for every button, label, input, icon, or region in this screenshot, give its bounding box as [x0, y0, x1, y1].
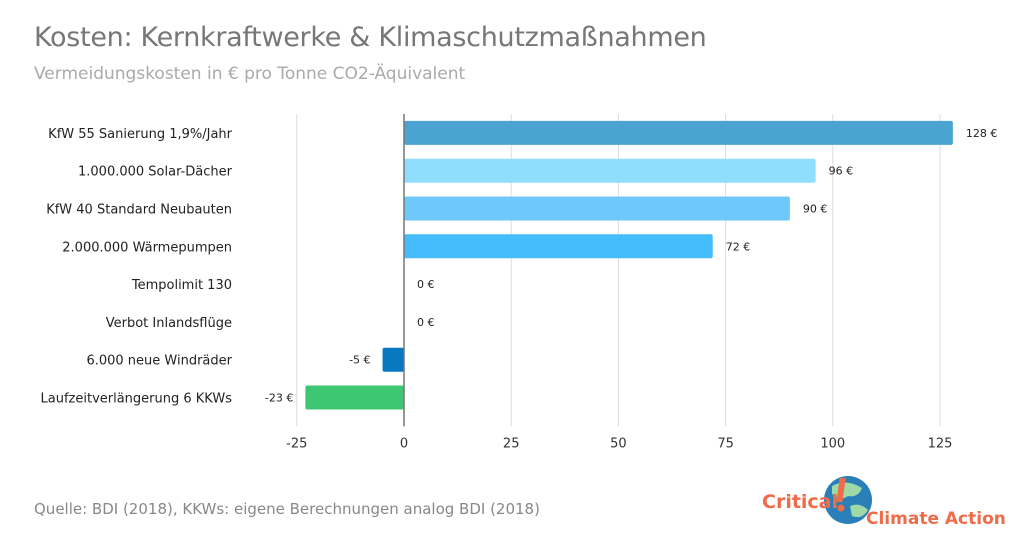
x-tick-label: -25 [286, 436, 307, 451]
category-label: 6.000 neue Windräder [86, 354, 232, 369]
x-tick-label: 25 [503, 436, 520, 451]
chart-subtitle: Vermeidungskosten in € pro Tonne CO2-Äqu… [34, 64, 466, 84]
category-label: Verbot Inlandsflüge [106, 316, 232, 331]
critical-climate-action-logo: Critical Climate Action [762, 476, 1006, 528]
bar [404, 234, 713, 259]
data-label: 0 € [417, 278, 435, 291]
data-label: 72 € [726, 240, 751, 253]
bar [404, 158, 816, 183]
chart-title: Kosten: Kernkraftwerke & Klimaschutzmaßn… [34, 22, 707, 53]
x-tick-label: 0 [400, 436, 408, 451]
source-note: Quelle: BDI (2018), KKWs: eigene Berechn… [34, 500, 540, 518]
bar [404, 196, 790, 221]
x-tick-label: 50 [610, 436, 627, 451]
category-label: KfW 40 Standard Neubauten [46, 203, 232, 218]
svg-text:Critical: Critical [762, 491, 838, 513]
bar [382, 347, 404, 372]
category-label: Laufzeitverlängerung 6 KKWs [41, 392, 233, 407]
data-label: 96 € [829, 165, 854, 178]
category-label: KfW 55 Sanierung 1,9%/Jahr [48, 127, 232, 142]
data-label: -23 € [265, 392, 293, 405]
svg-text:Climate Action: Climate Action [866, 509, 1006, 528]
data-label: 0 € [417, 316, 435, 329]
data-label: 90 € [803, 203, 828, 216]
bar [305, 385, 404, 410]
x-tick-label: 75 [717, 436, 734, 451]
x-tick-label: 125 [928, 436, 953, 451]
data-label: -5 € [349, 354, 370, 367]
x-tick-label: 100 [820, 436, 845, 451]
category-label: Tempolimit 130 [131, 278, 232, 293]
bar [404, 120, 953, 145]
category-label: 1.000.000 Solar-Dächer [78, 165, 233, 180]
data-label: 128 € [966, 127, 998, 140]
category-label: 2.000.000 Wärmepumpen [62, 240, 232, 255]
